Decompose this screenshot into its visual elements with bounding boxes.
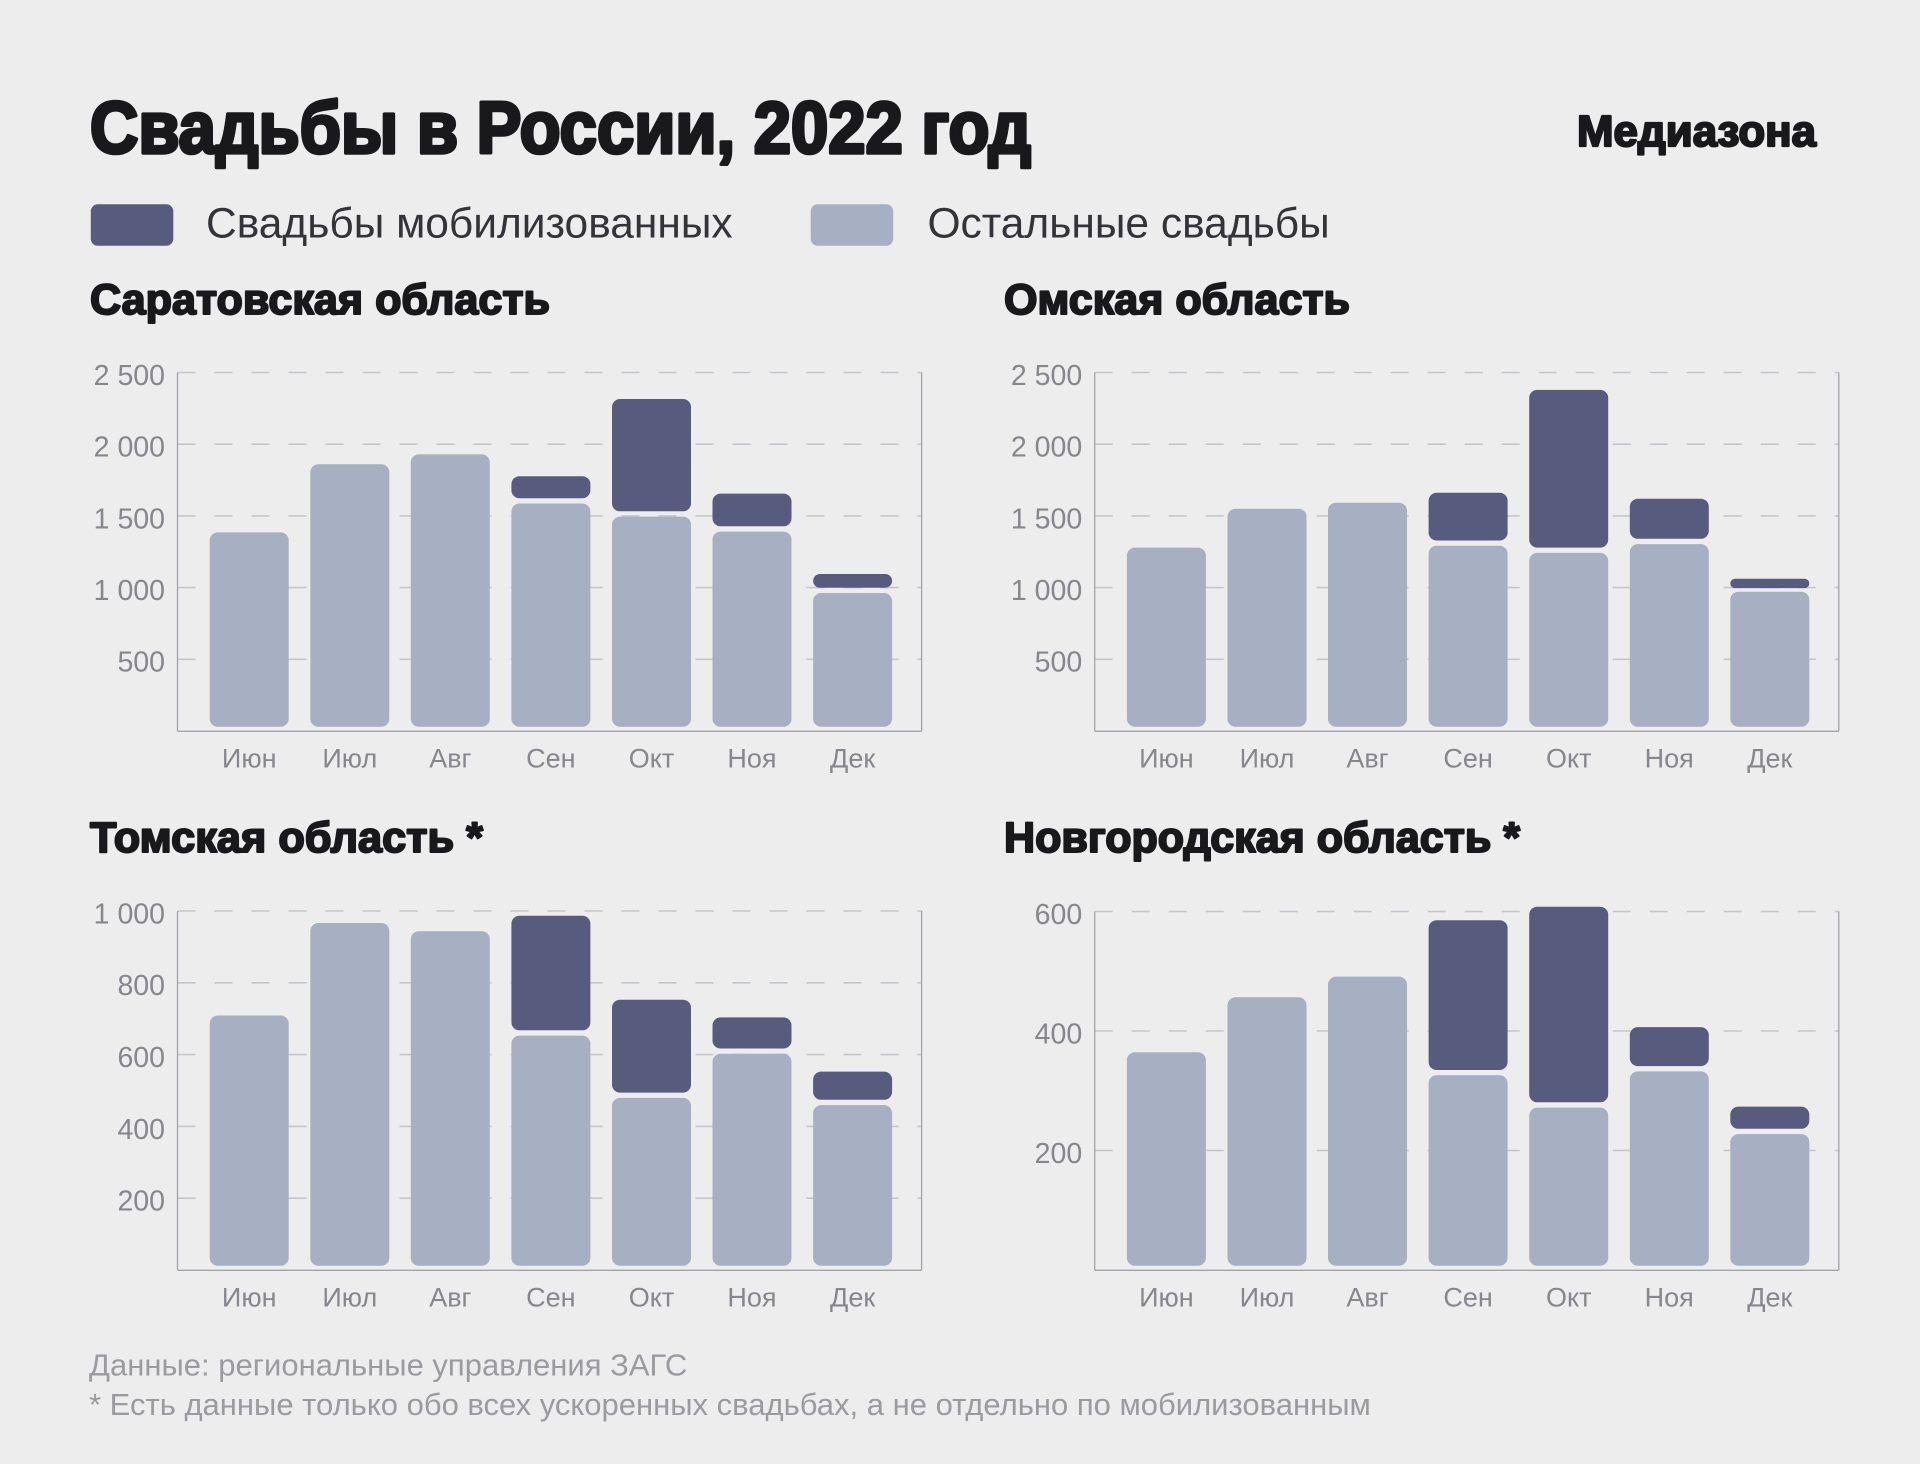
svg-text:400: 400 <box>1035 1018 1083 1050</box>
svg-text:Июл: Июл <box>322 744 377 774</box>
svg-text:Июн: Июн <box>1139 744 1194 774</box>
svg-text:500: 500 <box>1035 647 1083 679</box>
svg-text:600: 600 <box>1035 899 1083 931</box>
svg-text:Дек: Дек <box>830 744 875 774</box>
svg-text:2 500: 2 500 <box>1011 360 1082 392</box>
svg-text:2 500: 2 500 <box>94 360 165 392</box>
svg-text:1 500: 1 500 <box>1011 503 1082 535</box>
svg-text:2 000: 2 000 <box>1011 432 1082 464</box>
svg-text:Дек: Дек <box>1747 1283 1792 1313</box>
svg-text:Свадьбы в России, 2022 год: Свадьбы в России, 2022 год <box>90 88 1031 169</box>
svg-text:Ноя: Ноя <box>727 744 776 774</box>
svg-text:Дек: Дек <box>830 1283 875 1313</box>
svg-text:Авг: Авг <box>429 1283 471 1313</box>
svg-text:Сен: Сен <box>526 1283 575 1313</box>
svg-text:1 000: 1 000 <box>94 575 165 607</box>
svg-text:200: 200 <box>117 1186 165 1218</box>
svg-text:Медиазона: Медиазона <box>1577 107 1817 156</box>
svg-text:Сен: Сен <box>1443 1283 1492 1313</box>
svg-text:Дек: Дек <box>1747 744 1792 774</box>
svg-text:Данные: региональные управлени: Данные: региональные управления ЗАГС <box>89 1348 687 1383</box>
svg-text:Сен: Сен <box>526 744 575 774</box>
svg-text:Окт: Окт <box>1546 1283 1591 1313</box>
svg-text:Саратовская область: Саратовская область <box>90 276 550 324</box>
svg-text:Июн: Июн <box>222 1283 277 1313</box>
svg-text:Окт: Окт <box>629 744 674 774</box>
svg-text:Ноя: Ноя <box>1645 1283 1694 1313</box>
svg-text:400: 400 <box>117 1114 165 1146</box>
svg-text:Июл: Июл <box>1240 744 1295 774</box>
svg-text:Новгородская область *: Новгородская область * <box>1004 814 1520 862</box>
svg-text:Сен: Сен <box>1443 744 1492 774</box>
svg-text:Июл: Июл <box>1240 1283 1295 1313</box>
svg-text:Свадьбы мобилизованных: Свадьбы мобилизованных <box>206 200 733 247</box>
svg-text:Омская область: Омская область <box>1004 276 1350 324</box>
svg-text:Окт: Окт <box>629 1283 674 1313</box>
svg-text:Июл: Июл <box>322 1283 377 1313</box>
svg-text:800: 800 <box>117 970 165 1002</box>
svg-text:Авг: Авг <box>1346 1283 1388 1313</box>
svg-text:1 000: 1 000 <box>1011 575 1082 607</box>
svg-text:Окт: Окт <box>1546 744 1591 774</box>
svg-text:Томская область *: Томская область * <box>90 814 483 862</box>
svg-text:2 000: 2 000 <box>94 432 165 464</box>
svg-text:200: 200 <box>1035 1138 1083 1170</box>
svg-text:1 500: 1 500 <box>94 503 165 535</box>
svg-text:Ноя: Ноя <box>1645 744 1694 774</box>
svg-text:Остальные свадьбы: Остальные свадьбы <box>928 200 1330 247</box>
svg-text:600: 600 <box>117 1042 165 1074</box>
svg-text:Июн: Июн <box>1139 1283 1194 1313</box>
svg-text:Авг: Авг <box>1346 744 1388 774</box>
svg-text:500: 500 <box>117 647 165 679</box>
svg-text:Авг: Авг <box>429 744 471 774</box>
svg-text:Ноя: Ноя <box>727 1283 776 1313</box>
svg-text:Июн: Июн <box>222 744 277 774</box>
svg-text:1 000: 1 000 <box>94 898 165 930</box>
svg-text:* Есть данные только обо всех: * Есть данные только обо всех ускоренных… <box>89 1387 1371 1422</box>
